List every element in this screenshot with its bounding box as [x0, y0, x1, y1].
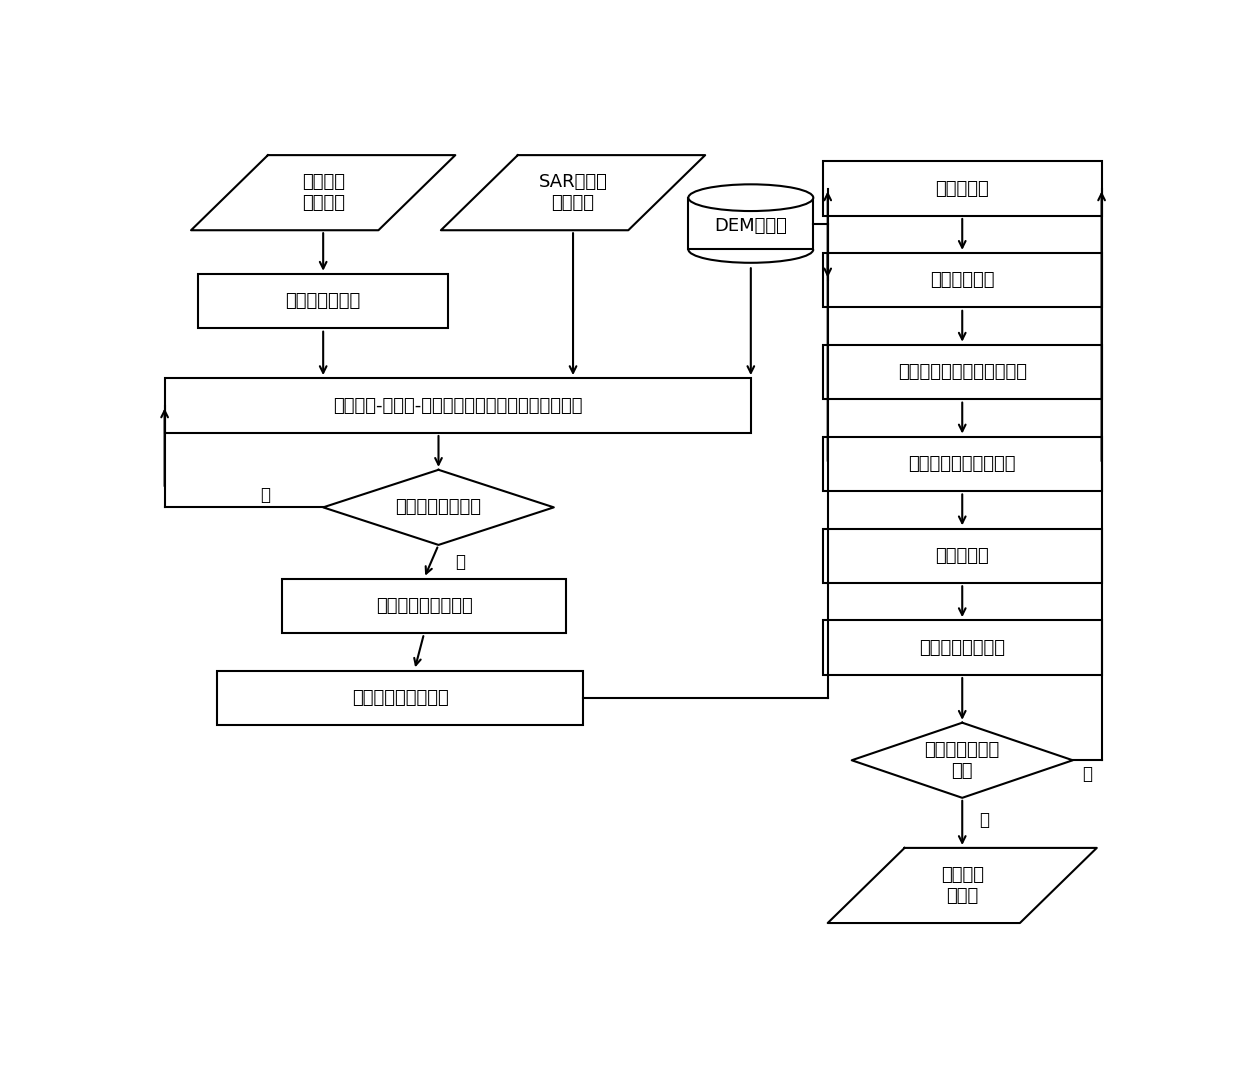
Text: 逆地图投影: 逆地图投影 — [935, 180, 990, 197]
Text: 构建逆斜距多普勒方程: 构建逆斜距多普勒方程 — [909, 455, 1016, 473]
Text: 牛顿法求解: 牛顿法求解 — [935, 546, 990, 565]
Bar — [823, 437, 1101, 491]
Text: DEM数据库: DEM数据库 — [714, 217, 787, 235]
Bar — [198, 274, 448, 328]
Polygon shape — [441, 155, 706, 230]
Text: 提取高程数值: 提取高程数值 — [930, 271, 994, 289]
Polygon shape — [324, 469, 554, 545]
Text: 换算成地固坐标下位置矢量: 换算成地固坐标下位置矢量 — [898, 363, 1027, 382]
Text: 卫星轨道
原始数据: 卫星轨道 原始数据 — [301, 173, 345, 212]
Text: 构建斜距-多普勒-地球模型非线性方程组，迭代求解: 构建斜距-多普勒-地球模型非线性方程组，迭代求解 — [334, 397, 583, 414]
Polygon shape — [852, 723, 1073, 798]
Bar — [823, 620, 1101, 674]
Polygon shape — [828, 848, 1096, 924]
Bar — [688, 197, 813, 249]
Bar — [823, 254, 1101, 308]
Text: 正射校正
后图像: 正射校正 后图像 — [941, 866, 983, 905]
Bar — [165, 378, 751, 433]
Text: 全部范围插值完
毕？: 全部范围插值完 毕？ — [925, 740, 999, 779]
Text: 是: 是 — [455, 554, 465, 571]
Text: 四角点求解完毕？: 四角点求解完毕？ — [396, 499, 481, 516]
Bar — [823, 345, 1101, 399]
Text: 否: 否 — [260, 486, 270, 504]
Bar — [283, 579, 565, 633]
Text: 数据多项式拟合: 数据多项式拟合 — [285, 293, 361, 310]
Text: 确定校正后地图范围: 确定校正后地图范围 — [352, 688, 449, 707]
Bar — [217, 671, 583, 725]
Text: 是: 是 — [980, 811, 990, 829]
Text: 图像插值，重采样: 图像插值，重采样 — [919, 638, 1006, 657]
Text: 四角点分别地图投影: 四角点分别地图投影 — [376, 597, 472, 615]
Text: SAR图像及
辅助参数: SAR图像及 辅助参数 — [538, 173, 608, 212]
Bar — [823, 162, 1101, 216]
Text: 否: 否 — [1083, 765, 1092, 784]
Ellipse shape — [688, 184, 813, 211]
Polygon shape — [191, 155, 455, 230]
Bar — [823, 529, 1101, 583]
